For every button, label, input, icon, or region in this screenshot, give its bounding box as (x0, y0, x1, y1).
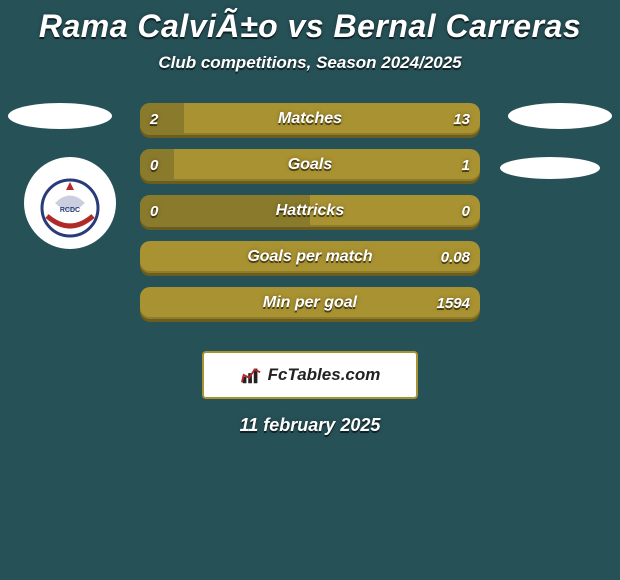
stat-bar: 2 Matches 13 (140, 103, 480, 135)
stat-label: Goals per match (247, 248, 372, 266)
stat-bar: 0 Hattricks 0 (140, 195, 480, 227)
stat-right-value: 13 (453, 103, 470, 135)
comparison-stage: RCDC 2 Matches 13 0 Goals 1 0 Hattricks 0 Goals p… (0, 103, 620, 333)
stat-left-value: 0 (150, 149, 158, 181)
stat-label: Matches (278, 110, 342, 128)
club-right-placeholder (500, 157, 600, 179)
stat-right-value: 0.08 (441, 241, 470, 273)
page-title: Rama CalviÃ±o vs Bernal Carreras (0, 0, 620, 45)
stat-right-value: 1594 (437, 287, 470, 319)
stat-label: Goals (288, 156, 332, 174)
svg-text:RCDC: RCDC (60, 207, 80, 214)
fctables-logo[interactable]: FcTables.com (202, 351, 418, 399)
stat-bar: 0 Goals 1 (140, 149, 480, 181)
page-subtitle: Club competitions, Season 2024/2025 (0, 53, 620, 73)
stat-bar: Min per goal 1594 (140, 287, 480, 319)
stats-bars: 2 Matches 13 0 Goals 1 0 Hattricks 0 Goals per ma… (140, 103, 480, 333)
stat-bar-left-fill (140, 103, 184, 135)
deportivo-crest-icon: RCDC (35, 168, 105, 238)
stat-right-value: 1 (462, 149, 470, 181)
stat-bar: Goals per match 0.08 (140, 241, 480, 273)
stat-label: Min per goal (263, 294, 357, 312)
stat-left-value: 2 (150, 103, 158, 135)
club-left-crest: RCDC (24, 157, 116, 249)
stat-right-value: 0 (462, 195, 470, 227)
player-left-placeholder (8, 103, 112, 129)
player-right-placeholder (508, 103, 612, 129)
fctables-logo-text: FcTables.com (268, 365, 381, 385)
stat-label: Hattricks (276, 202, 344, 220)
snapshot-date: 11 february 2025 (0, 415, 620, 436)
stat-left-value: 0 (150, 195, 158, 227)
barchart-icon (240, 364, 262, 386)
